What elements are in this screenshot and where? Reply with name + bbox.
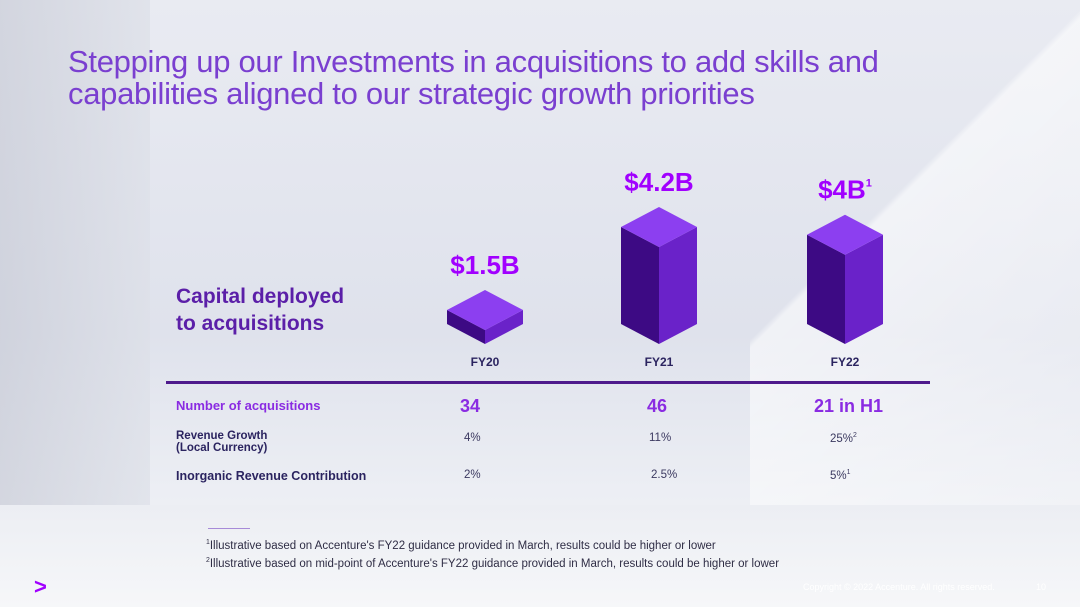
row-label-inorganic-revenue: Inorganic Revenue Contribution bbox=[176, 469, 367, 483]
footnote-2-text: Illustrative based on mid-point of Accen… bbox=[209, 557, 780, 570]
row-label-revenue-growth: Revenue Growth (Local Currency) bbox=[176, 430, 267, 454]
bar-fy20-top-face bbox=[447, 290, 523, 330]
category-label-fy20: FY20 bbox=[471, 355, 500, 369]
footnote-1-text: Illustrative based on Accenture's FY22 g… bbox=[209, 539, 716, 552]
footnote-1: 1Illustrative based on Accenture's FY22 … bbox=[206, 539, 716, 552]
bar-fy21-left-face bbox=[621, 227, 659, 344]
category-label-fy22: FY22 bbox=[831, 355, 860, 369]
inorganic-fy20: 2% bbox=[464, 469, 481, 481]
footnote-2-mark: 2 bbox=[206, 557, 210, 564]
inorganic-fy21: 2.5% bbox=[651, 469, 678, 481]
acquisitions-fy22: 21 in H1 bbox=[814, 396, 884, 416]
bar-fy22-value-note: 1 bbox=[866, 178, 872, 190]
chart-row-label-line-1: Capital deployed bbox=[176, 285, 345, 308]
copyright-text: Copyright © 2022 Accenture. All rights r… bbox=[803, 582, 995, 592]
footnote-1-mark: 1 bbox=[206, 539, 210, 546]
revenue-growth-fy20: 4% bbox=[464, 432, 481, 444]
footnote-rule bbox=[208, 528, 250, 529]
slide-title-line-2: capabilities aligned to our strategic gr… bbox=[68, 76, 755, 111]
bar-fy20-left-face bbox=[447, 310, 485, 344]
background-floor bbox=[0, 505, 1080, 607]
background-wall-right bbox=[750, 0, 1080, 520]
revenue-growth-fy22-value: 25% bbox=[830, 432, 854, 445]
bar-fy22-top-face bbox=[807, 214, 883, 255]
bar-fy20-right-face bbox=[485, 310, 523, 344]
row-label-revenue-growth-line-1: Revenue Growth bbox=[176, 430, 268, 442]
chart-row-label-line-2: to acquisitions bbox=[176, 312, 325, 335]
row-label-number-of-acquisitions: Number of acquisitions bbox=[176, 398, 321, 413]
bar-fy21-top-face bbox=[621, 207, 697, 247]
revenue-growth-fy22: 25%2 bbox=[830, 432, 857, 445]
page-number: 10 bbox=[1036, 582, 1047, 592]
bar-fy22-right-face bbox=[845, 234, 883, 344]
bar-fy21-value-label: $4.2B bbox=[624, 167, 693, 197]
bar-fy22-left-face bbox=[807, 234, 845, 344]
row-label-revenue-growth-line-2: (Local Currency) bbox=[176, 442, 268, 454]
accenture-logo: > bbox=[34, 574, 47, 599]
acquisitions-fy20: 34 bbox=[460, 396, 481, 416]
inorganic-fy22-note: 1 bbox=[846, 469, 851, 476]
table-divider bbox=[166, 381, 930, 384]
category-label-fy21: FY21 bbox=[645, 355, 674, 369]
bar-fy22-value-label: $4B1 bbox=[818, 175, 872, 205]
slide-title: Stepping up our Investments in acquisiti… bbox=[68, 46, 1008, 110]
slide-title-line-1: Stepping up our Investments in acquisiti… bbox=[68, 44, 879, 79]
chart-row-label: Capital deployed to acquisitions bbox=[176, 283, 396, 337]
revenue-growth-fy21: 11% bbox=[649, 432, 672, 444]
bar-fy20-value-label: $1.5B bbox=[450, 250, 519, 280]
revenue-growth-fy22-note: 2 bbox=[853, 432, 857, 439]
capital-bar-chart: $1.5B FY20 $4.2B FY21 $4B1 FY22 bbox=[447, 167, 883, 369]
inorganic-fy22-value: 5% bbox=[830, 469, 847, 482]
inorganic-fy22: 5%1 bbox=[830, 469, 850, 482]
acquisitions-fy21: 46 bbox=[647, 396, 668, 416]
footnote-2: 2Illustrative based on mid-point of Acce… bbox=[206, 557, 779, 570]
bar-fy21-right-face bbox=[659, 227, 697, 344]
